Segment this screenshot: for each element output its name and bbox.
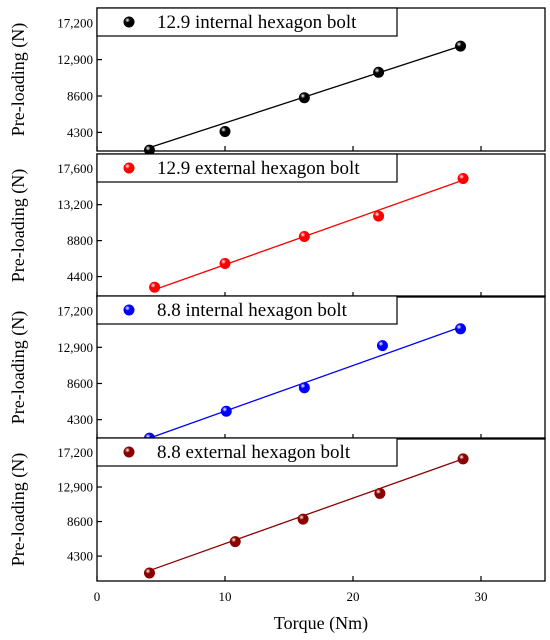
x-tick-label: 30 [475, 589, 488, 604]
data-point [149, 281, 161, 293]
data-point [143, 567, 155, 579]
x-axis-title: Torque (Nm) [274, 613, 368, 634]
data-point [297, 513, 309, 525]
data-point [373, 210, 385, 222]
y-tick-label: 17,200 [57, 304, 93, 319]
y-tick-label: 12,900 [57, 52, 93, 67]
y-axis-title: Pre-loading (N) [8, 311, 29, 424]
legend-box [96, 295, 398, 325]
data-point [376, 340, 388, 352]
legend-box [96, 437, 398, 467]
y-tick-label: 8600 [67, 376, 93, 391]
data-point [298, 382, 310, 394]
legend-label: 12.9 external hexagon bolt [157, 158, 360, 179]
x-axis: 0 10 20 30 [94, 589, 488, 604]
y-axis-title: Pre-loading (N) [8, 453, 29, 566]
data-point [455, 40, 467, 52]
legend-marker [123, 16, 135, 28]
data-point [219, 257, 231, 269]
data-point [298, 92, 310, 104]
y-tick-label: 17,200 [57, 445, 93, 460]
legend-marker [123, 162, 135, 174]
y-tick-label: 17,200 [57, 16, 93, 31]
y-tick-label: 17,600 [57, 161, 93, 176]
y-tick-label: 8600 [67, 89, 93, 104]
data-point [374, 487, 386, 499]
chart-panels: 4300 8600 12,900 17,200 Pre-loading (N) 12.9 … [8, 7, 546, 582]
x-tick-label: 10 [219, 589, 232, 604]
panel-2: 4400 8800 13,200 17,600 Pre-loading (N) 12.9 … [8, 153, 546, 298]
data-point [298, 231, 310, 243]
data-point [219, 126, 231, 138]
x-tick-label: 0 [94, 589, 101, 604]
y-tick-label: 4300 [67, 549, 93, 564]
panel-4: 4300 8600 12,900 17,200 Pre-loading (N) 8.8 e… [8, 437, 546, 582]
x-tick-label: 20 [347, 589, 360, 604]
legend-box [96, 7, 398, 37]
y-tick-label: 4300 [67, 125, 93, 140]
y-tick-label: 4300 [67, 412, 93, 427]
legend-label: 12.9 internal hexagon bolt [157, 12, 357, 33]
panel-3: 4300 8600 12,900 17,200 Pre-loading (N) 8.8 i… [8, 295, 546, 444]
y-tick-label: 12,900 [57, 480, 93, 495]
legend-label: 8.8 internal hexagon bolt [157, 300, 348, 321]
data-point [457, 173, 469, 185]
data-point [373, 66, 385, 78]
data-point [220, 405, 232, 417]
legend-box [96, 153, 398, 183]
y-tick-label: 12,900 [57, 340, 93, 355]
y-tick-label: 8600 [67, 514, 93, 529]
panel-1: 4300 8600 12,900 17,200 Pre-loading (N) 12.9 … [8, 7, 546, 156]
y-axis-title: Pre-loading (N) [8, 23, 29, 136]
y-tick-label: 8800 [67, 233, 93, 248]
y-axis-title: Pre-loading (N) [8, 169, 29, 282]
legend-label: 8.8 external hexagon bolt [157, 442, 351, 463]
y-tick-label: 4400 [67, 269, 93, 284]
legend-marker [123, 446, 135, 458]
data-point [457, 453, 469, 465]
legend-marker [123, 304, 135, 316]
data-point [229, 536, 241, 548]
y-tick-label: 13,200 [57, 197, 93, 212]
data-point [455, 323, 467, 335]
